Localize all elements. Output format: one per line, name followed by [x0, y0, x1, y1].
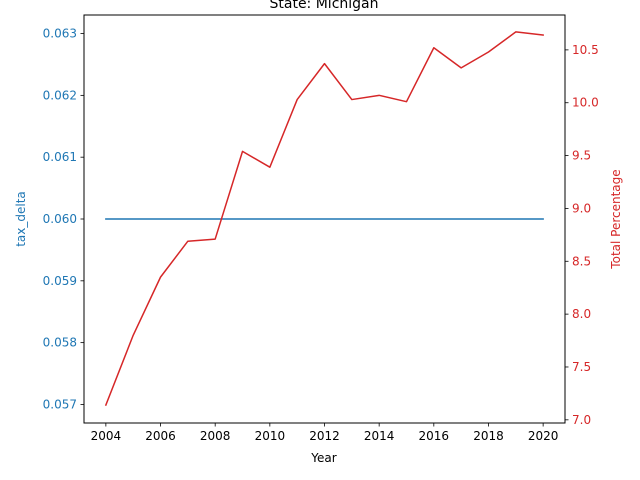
right-y-tick-label: 9.5 — [572, 149, 591, 163]
left-y-axis-label: tax_delta — [14, 191, 28, 247]
left-y-tick-label: 0.061 — [43, 150, 77, 164]
right-y-tick-label: 8.5 — [572, 254, 591, 268]
x-tick-label: 2016 — [419, 429, 450, 443]
right-y-axis-label: Total Percentage — [609, 169, 623, 269]
x-tick-label: 2020 — [528, 429, 559, 443]
right-y-tick-label: 7.5 — [572, 360, 591, 374]
x-axis: 2004 2006 2008 2010 2012 2014 2016 2018 2020 — [91, 423, 559, 443]
plot-area — [104, 31, 544, 407]
x-tick-label: 2012 — [309, 429, 340, 443]
x-tick-label: 2006 — [145, 429, 176, 443]
x-tick-label: 2008 — [200, 429, 231, 443]
x-axis-label: Year — [310, 451, 336, 465]
right-y-tick-label: 7.0 — [572, 413, 591, 427]
left-y-tick-label: 0.062 — [43, 88, 77, 102]
left-y-axis: 0.057 0.058 0.059 0.060 0.061 0.062 0.063 — [43, 27, 84, 411]
right-y-axis: 7.0 7.5 8.0 8.5 9.0 9.5 10.0 10.5 — [565, 43, 599, 427]
left-y-tick-label: 0.059 — [43, 274, 77, 288]
right-y-tick-label: 10.5 — [572, 43, 599, 57]
series-line-total-percentage — [104, 31, 544, 407]
right-y-tick-label: 9.0 — [572, 201, 591, 215]
left-y-tick-label: 0.060 — [43, 212, 77, 226]
left-y-tick-label: 0.058 — [43, 336, 77, 350]
x-tick-label: 2004 — [91, 429, 122, 443]
x-tick-label: 2018 — [473, 429, 504, 443]
x-tick-label: 2010 — [255, 429, 286, 443]
chart-title: State: Michigan — [270, 0, 379, 12]
x-tick-label: 2014 — [364, 429, 395, 443]
right-y-tick-label: 10.0 — [572, 96, 599, 110]
right-y-tick-label: 8.0 — [572, 307, 591, 321]
left-y-tick-label: 0.063 — [43, 27, 77, 41]
left-y-tick-label: 0.057 — [43, 397, 77, 411]
